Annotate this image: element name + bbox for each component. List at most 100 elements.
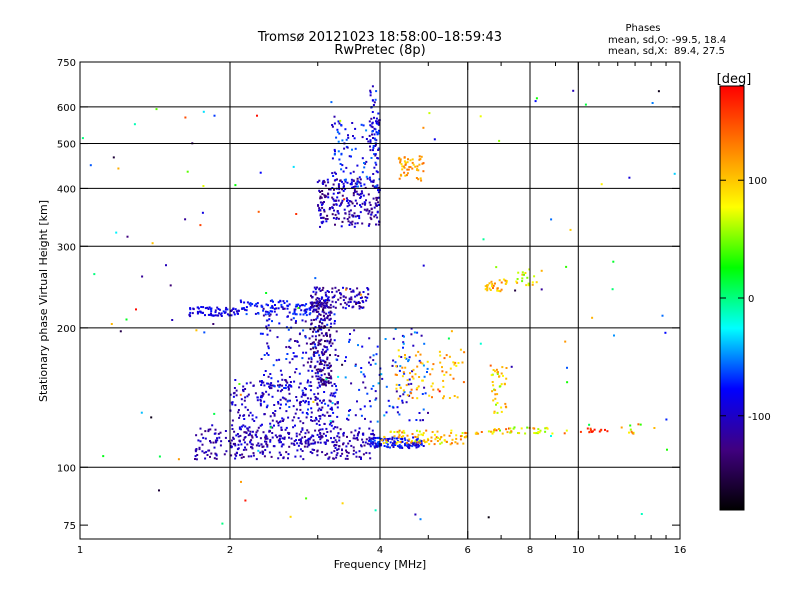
data-point [277, 422, 280, 424]
data-point [326, 439, 328, 442]
y-tick-label: 75 [63, 521, 76, 532]
data-point [402, 371, 405, 374]
data-point [425, 429, 428, 432]
data-point [333, 383, 336, 385]
data-point [347, 136, 350, 139]
data-point [320, 301, 323, 304]
data-point [415, 177, 418, 179]
data-point [264, 436, 267, 439]
data-point [443, 439, 446, 442]
data-point [274, 410, 277, 412]
data-point [368, 176, 371, 179]
data-point [269, 426, 272, 429]
data-point [214, 309, 217, 312]
data-point [502, 278, 505, 281]
data-point [350, 298, 353, 301]
data-point [336, 452, 339, 455]
data-point [257, 312, 260, 315]
data-point [259, 171, 262, 174]
data-point [488, 282, 491, 285]
data-point [316, 300, 319, 303]
data-point [421, 393, 424, 395]
data-point [343, 185, 345, 188]
data-point [362, 381, 365, 384]
data-point [385, 439, 388, 442]
data-point [323, 301, 326, 304]
data-point [279, 453, 282, 456]
data-point [318, 321, 321, 324]
data-point [498, 279, 501, 282]
data-point [505, 377, 508, 380]
data-point [259, 437, 262, 440]
data-point [395, 390, 398, 393]
data-point [416, 168, 419, 171]
data-point [247, 429, 250, 432]
data-point [302, 351, 305, 354]
data-point [367, 288, 370, 291]
data-point [207, 428, 210, 431]
data-point [376, 184, 379, 187]
data-point [269, 422, 272, 425]
data-point [385, 411, 388, 414]
data-point [140, 411, 143, 414]
data-point [432, 388, 435, 391]
data-point [525, 284, 528, 287]
data-point [319, 385, 321, 388]
data-point [279, 435, 282, 438]
data-point [218, 436, 221, 439]
data-point [237, 435, 240, 438]
data-point [310, 407, 313, 410]
data-point [299, 382, 302, 385]
data-point [240, 398, 243, 401]
data-point [241, 307, 244, 310]
data-point [353, 434, 356, 437]
data-point [283, 397, 286, 400]
data-point [348, 409, 350, 412]
data-point [273, 445, 276, 448]
data-point [299, 313, 302, 316]
data-point [252, 454, 255, 457]
data-point [401, 165, 404, 168]
data-point [332, 203, 335, 206]
data-point [350, 181, 353, 184]
data-point [238, 439, 241, 442]
data-point [320, 401, 323, 404]
data-point [316, 181, 319, 184]
data-point [328, 414, 330, 417]
data-point [259, 332, 262, 335]
data-point [254, 312, 257, 315]
data-point [408, 419, 411, 422]
data-point [421, 379, 424, 382]
data-point [302, 458, 305, 461]
data-point [372, 145, 375, 147]
data-point [375, 204, 378, 207]
scatter-points [81, 85, 676, 525]
data-point [355, 455, 358, 458]
data-point [418, 430, 421, 433]
data-point [325, 303, 328, 306]
data-point [287, 433, 290, 435]
data-point [329, 325, 332, 328]
data-point [505, 281, 508, 284]
data-point [375, 353, 378, 356]
data-point [126, 235, 129, 238]
data-point [498, 385, 501, 388]
data-point [412, 163, 415, 166]
data-point [372, 432, 374, 435]
data-point [321, 378, 324, 381]
data-point [485, 288, 488, 290]
data-point [325, 332, 328, 335]
data-point [455, 437, 458, 440]
data-point [237, 309, 240, 312]
data-point [381, 377, 384, 380]
data-point [329, 207, 332, 210]
data-point [266, 333, 269, 336]
data-point [417, 385, 420, 388]
data-point [449, 443, 452, 446]
data-point [397, 431, 400, 434]
data-point [591, 316, 594, 319]
data-point [375, 444, 378, 447]
data-point [490, 280, 493, 283]
data-point [245, 306, 248, 309]
